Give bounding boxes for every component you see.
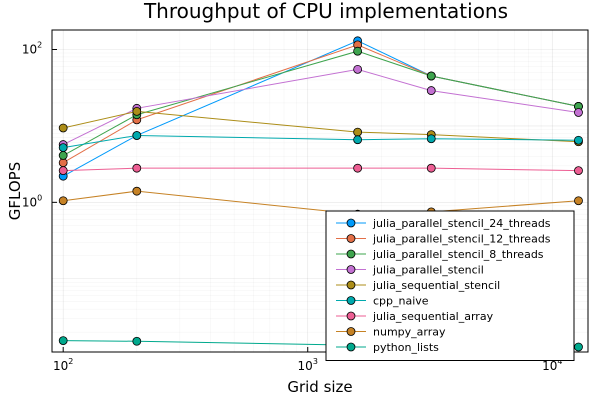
legend-marker <box>346 296 356 305</box>
x-axis-label: Grid size <box>287 378 352 396</box>
data-point <box>574 342 583 352</box>
data-point <box>574 108 583 117</box>
data-point <box>426 71 436 81</box>
legend-marker <box>346 265 356 274</box>
y-axis-label: GFLOPS <box>6 162 24 220</box>
data-point <box>132 186 142 196</box>
data-point <box>132 106 142 116</box>
data-point <box>574 166 583 176</box>
legend-label: julia_parallel_stencil_12_threads <box>372 233 551 246</box>
data-point <box>574 135 583 145</box>
legend-marker <box>346 311 356 321</box>
legend-entry: python_lists <box>336 341 439 354</box>
plot-frame <box>51 29 589 353</box>
data-point <box>58 123 68 133</box>
legend-label: python_lists <box>373 341 439 354</box>
legend-entry: cpp_naive <box>336 295 429 308</box>
legend-label: numpy_array <box>373 326 446 339</box>
data-point <box>426 163 436 173</box>
data-point <box>58 196 68 206</box>
series-layer <box>58 36 583 352</box>
x-tick-label: 104 <box>542 357 562 373</box>
legend-label: julia_parallel_stencil_8_threads <box>372 248 544 261</box>
legend-entry: julia_parallel_stencil_8_threads <box>336 248 544 261</box>
legend-label: julia_parallel_stencil <box>372 264 484 277</box>
series-julia_sequential_array <box>58 163 583 176</box>
series-cpp_naive <box>58 131 583 153</box>
legend-label: julia_parallel_stencil_24_threads <box>372 217 551 230</box>
data-point <box>353 135 363 145</box>
legend-marker <box>346 280 356 290</box>
axis-ticks: 102 103 104 100 102 <box>22 41 563 373</box>
data-point <box>353 127 363 137</box>
y-tick-label: 100 <box>22 193 42 209</box>
data-point <box>132 131 142 140</box>
data-point <box>426 86 436 95</box>
legend-entry: julia_sequential_stencil <box>336 279 500 292</box>
legend-marker <box>346 218 356 228</box>
data-point <box>58 151 68 160</box>
data-point <box>58 166 68 176</box>
legend-entry: julia_parallel_stencil_12_threads <box>336 233 551 246</box>
legend-box <box>325 210 575 361</box>
legend-entry: julia_parallel_stencil <box>336 264 484 277</box>
legend-label: julia_sequential_array <box>372 310 494 323</box>
legend-entry: numpy_array <box>336 326 446 339</box>
legend-entry: julia_parallel_stencil_24_threads <box>336 217 551 230</box>
y-tick-label: 102 <box>22 41 42 57</box>
legend-marker <box>346 342 356 352</box>
legend: julia_parallel_stencil_24_threads julia_p… <box>325 210 575 361</box>
x-tick-label: 103 <box>298 357 318 373</box>
legend-marker <box>346 249 356 259</box>
data-point <box>353 46 363 56</box>
data-point <box>58 143 68 153</box>
data-point <box>58 158 68 168</box>
chart-title: Throughput of CPU implementations <box>143 0 508 23</box>
legend-entry: julia_sequential_array <box>336 310 494 323</box>
data-point <box>353 64 363 74</box>
x-tick-label: 102 <box>53 357 73 373</box>
data-point <box>574 196 583 206</box>
data-point <box>353 163 363 173</box>
legend-label: julia_sequential_stencil <box>372 279 500 292</box>
data-point <box>58 336 68 346</box>
legend-label: cpp_naive <box>373 295 429 308</box>
data-point <box>132 163 142 173</box>
legend-marker <box>346 327 356 336</box>
data-point <box>426 134 436 144</box>
data-point <box>132 336 142 346</box>
legend-marker <box>346 234 356 243</box>
